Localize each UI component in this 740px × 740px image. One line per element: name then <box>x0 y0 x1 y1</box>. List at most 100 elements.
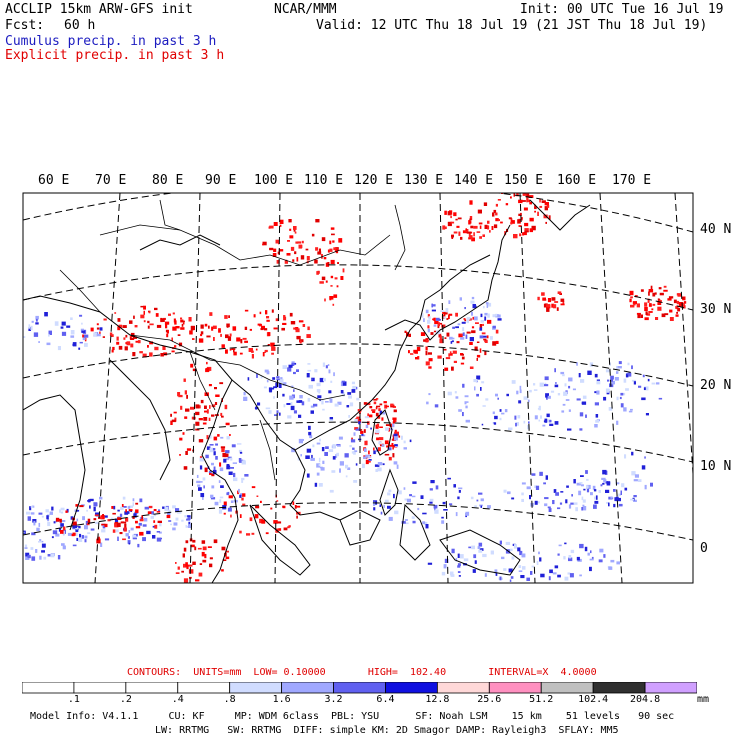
cumulus-precip-cell <box>150 516 154 519</box>
explicit-precip-cell <box>295 241 298 244</box>
cumulus-precip-cell <box>581 496 584 501</box>
explicit-precip-cell <box>315 219 320 223</box>
explicit-precip-cell <box>534 189 536 191</box>
explicit-precip-cell <box>466 331 471 334</box>
cumulus-precip-cell <box>316 472 320 476</box>
explicit-precip-cell <box>368 450 370 455</box>
explicit-precip-cell <box>118 345 123 350</box>
explicit-precip-cell <box>450 215 452 219</box>
cumulus-precip-cell <box>312 444 315 448</box>
explicit-precip-cell <box>514 190 517 193</box>
explicit-precip-cell <box>278 528 282 531</box>
explicit-precip-cell <box>147 511 152 514</box>
explicit-precip-cell <box>209 563 213 568</box>
cumulus-precip-cell <box>347 392 352 395</box>
cumulus-precip-cell <box>317 395 322 399</box>
explicit-precip-cell <box>143 305 146 310</box>
explicit-precip-cell <box>296 515 298 519</box>
cumulus-precip-cell <box>422 512 427 515</box>
cumulus-precip-cell <box>423 318 425 322</box>
explicit-precip-cell <box>286 253 291 256</box>
explicit-precip-cell <box>460 236 463 240</box>
explicit-precip-cell <box>446 332 450 337</box>
explicit-precip-cell <box>249 328 252 331</box>
cumulus-precip-cell <box>31 532 36 536</box>
explicit-precip-cell <box>225 422 230 426</box>
explicit-precip-cell <box>493 224 498 229</box>
cumulus-precip-cell <box>346 405 350 408</box>
cumulus-precip-cell <box>110 517 114 521</box>
explicit-precip-cell <box>556 307 559 311</box>
cumulus-precip-cell <box>336 444 341 446</box>
cumulus-precip-cell <box>526 486 531 490</box>
cumulus-precip-cell <box>298 400 303 403</box>
cumulus-precip-cell <box>226 458 230 461</box>
explicit-precip-cell <box>206 435 210 440</box>
cumulus-precip-cell <box>237 443 242 445</box>
explicit-precip-cell <box>112 529 116 533</box>
explicit-precip-cell <box>220 446 226 449</box>
explicit-precip-cell <box>283 527 288 531</box>
cumulus-precip-cell <box>435 485 439 490</box>
explicit-precip-cell <box>96 327 100 330</box>
cumulus-precip-cell <box>503 568 507 571</box>
explicit-precip-cell <box>683 301 687 304</box>
cumulus-precip-cell <box>206 446 211 450</box>
cumulus-precip-cell <box>1 529 4 533</box>
explicit-precip-cell <box>659 292 664 296</box>
cumulus-precip-cell <box>593 504 597 509</box>
cumulus-precip-cell <box>422 521 426 525</box>
cumulus-precip-cell <box>417 507 420 511</box>
explicit-precip-cell <box>357 409 362 412</box>
cumulus-precip-cell <box>431 309 436 312</box>
explicit-precip-cell <box>393 420 396 424</box>
explicit-precip-cell <box>221 448 225 453</box>
explicit-precip-cell <box>389 444 393 447</box>
cumulus-precip-cell <box>255 406 258 410</box>
explicit-precip-cell <box>265 310 268 315</box>
cumulus-precip-cell <box>569 573 574 578</box>
cumulus-precip-cell <box>127 540 131 544</box>
cumulus-precip-cell <box>468 546 472 549</box>
cumulus-precip-cell <box>276 410 279 414</box>
cumulus-precip-cell <box>409 439 412 443</box>
cumulus-precip-cell <box>531 473 536 476</box>
explicit-precip-cell <box>102 336 105 338</box>
cumulus-precip-cell <box>213 466 216 471</box>
explicit-precip-cell <box>381 417 384 421</box>
cumulus-precip-cell <box>244 474 249 477</box>
cumulus-precip-cell <box>308 425 311 430</box>
explicit-precip-cell <box>119 532 123 535</box>
cumulus-precip-cell <box>451 548 455 554</box>
cumulus-precip-cell <box>219 496 224 499</box>
cumulus-precip-cell <box>19 522 22 525</box>
explicit-precip-cell <box>338 238 343 243</box>
cumulus-precip-cell <box>518 400 522 404</box>
explicit-precip-cell <box>292 259 295 262</box>
explicit-precip-cell <box>470 235 473 240</box>
cumulus-precip-cell <box>441 516 444 519</box>
cumulus-precip-cell <box>334 403 339 407</box>
explicit-precip-cell <box>209 557 213 560</box>
cumulus-precip-cell <box>499 576 502 581</box>
cumulus-precip-cell <box>305 455 310 459</box>
cumulus-precip-cell <box>328 449 334 452</box>
cumulus-precip-cell <box>60 326 64 329</box>
explicit-precip-cell <box>197 547 202 550</box>
cumulus-precip-cell <box>63 530 65 535</box>
explicit-precip-cell <box>242 503 246 507</box>
cumulus-precip-cell <box>72 523 77 528</box>
cumulus-precip-cell <box>47 518 50 522</box>
cumulus-precip-cell <box>393 461 398 465</box>
cumulus-precip-cell <box>187 515 191 517</box>
cumulus-precip-cell <box>637 479 642 482</box>
cumulus-precip-cell <box>226 436 230 440</box>
explicit-precip-cell <box>537 211 539 216</box>
cumulus-precip-cell <box>387 447 392 451</box>
cumulus-precip-cell <box>650 482 653 487</box>
explicit-precip-cell <box>448 313 453 316</box>
cumulus-precip-cell <box>41 515 44 518</box>
explicit-precip-cell <box>351 437 353 440</box>
cumulus-precip-cell <box>542 424 546 427</box>
explicit-precip-cell <box>669 309 673 313</box>
